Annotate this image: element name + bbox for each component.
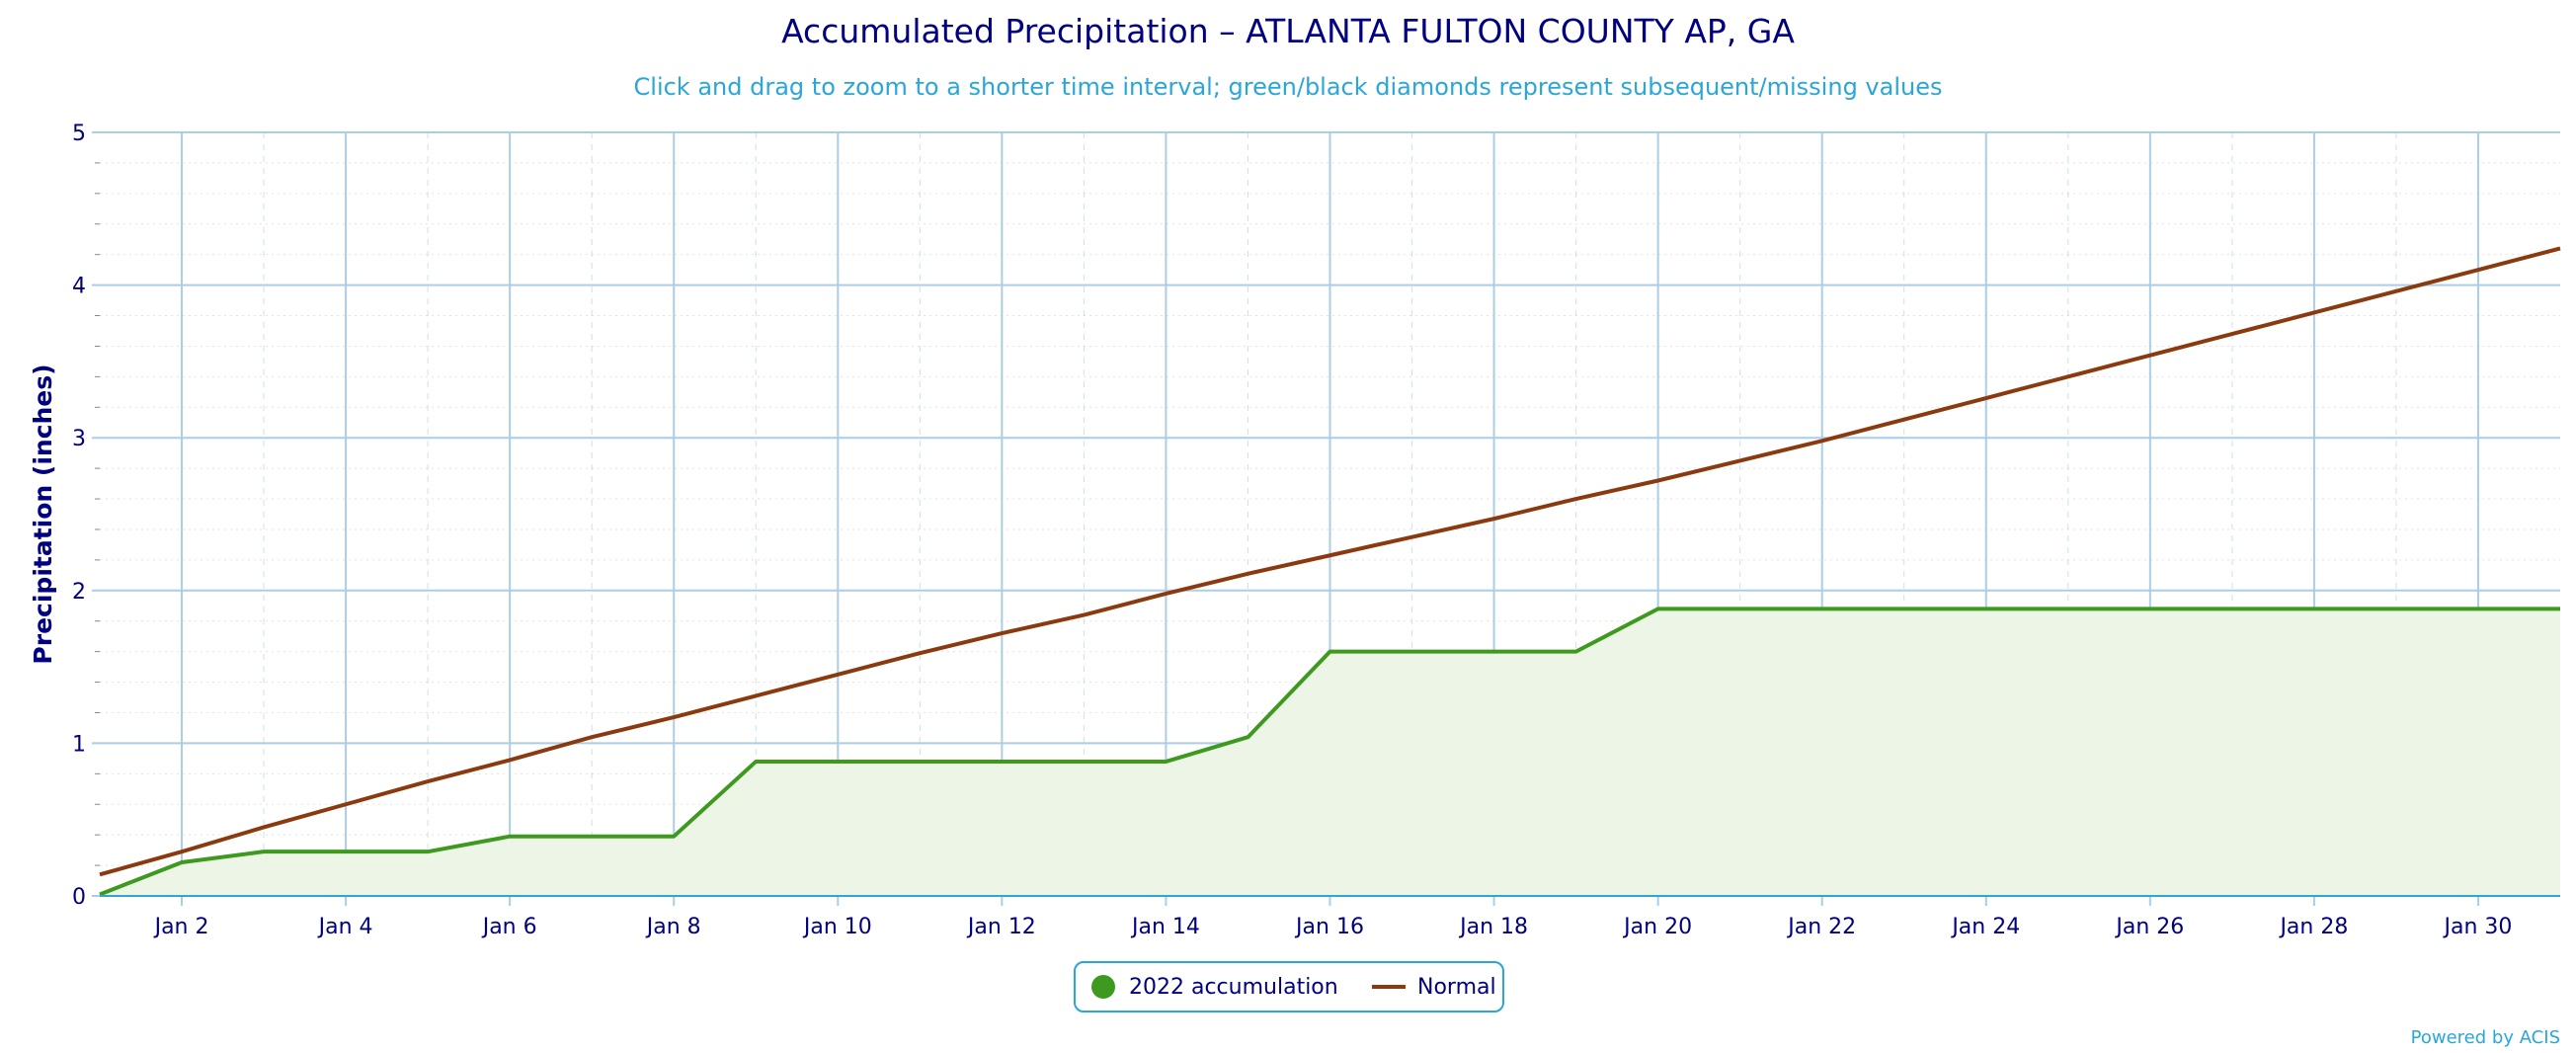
x-tick-label: Jan 8 — [645, 915, 701, 939]
axis-layer — [95, 162, 2560, 897]
legend-item-2022-accumulation[interactable]: 2022 accumulation — [1091, 963, 1338, 1011]
x-tick-label: Jan 14 — [1130, 915, 1200, 939]
series-line-normal — [99, 246, 2561, 877]
x-tick-label: Jan 26 — [2114, 915, 2184, 939]
x-tick-label: Jan 10 — [802, 915, 872, 939]
y-tick-label: 0 — [72, 885, 86, 910]
x-tick-label: Jan 12 — [966, 915, 1036, 939]
y-tick-label: 3 — [72, 427, 86, 451]
series-line-2022-accumulation — [99, 607, 2560, 897]
legend-label: Normal — [1417, 974, 1496, 1000]
chart-title: Accumulated Precipitation – ATLANTA FULT… — [781, 12, 1795, 50]
series-area-fill — [100, 608, 2560, 896]
legend-line-icon — [1372, 985, 1406, 989]
chart-legend: 2022 accumulation Normal — [1074, 961, 1504, 1012]
legend-dot-icon — [1091, 975, 1115, 999]
y-tick-label: 5 — [72, 122, 86, 146]
x-tick-label: Jan 24 — [1950, 915, 2020, 939]
y-tick-label: 1 — [72, 732, 86, 757]
x-tick-label: Jan 4 — [317, 915, 373, 939]
legend-label: 2022 accumulation — [1129, 974, 1338, 1000]
credits-link[interactable]: Powered by ACIS — [2410, 1027, 2560, 1048]
x-tick-label: Jan 18 — [1458, 915, 1528, 939]
x-tick-label: Jan 22 — [1786, 915, 1856, 939]
y-tick-label: 4 — [72, 275, 86, 299]
x-tick-label: Jan 16 — [1294, 915, 1364, 939]
legend-item-normal[interactable]: Normal — [1372, 963, 1496, 1011]
x-tick-label: Jan 2 — [153, 915, 209, 939]
x-tick-label: Jan 30 — [2443, 915, 2513, 939]
x-tick-label: Jan 20 — [1622, 915, 1692, 939]
label-layer: 0 1 2 3 4 5 Jan 2 Jan 4 Jan 6 Jan 8 Jan 10 Jan 12 Ja… — [29, 122, 2512, 939]
x-tick-label: Jan 6 — [481, 915, 537, 939]
area-layer — [100, 608, 2560, 896]
y-tick-label: 2 — [72, 580, 86, 605]
chart-subtitle: Click and drag to zoom to a shorter time… — [633, 73, 1943, 101]
y-axis-title: Precipitation (inches) — [29, 364, 57, 664]
series-layer — [99, 246, 2561, 897]
x-tick-label: Jan 28 — [2278, 915, 2348, 939]
